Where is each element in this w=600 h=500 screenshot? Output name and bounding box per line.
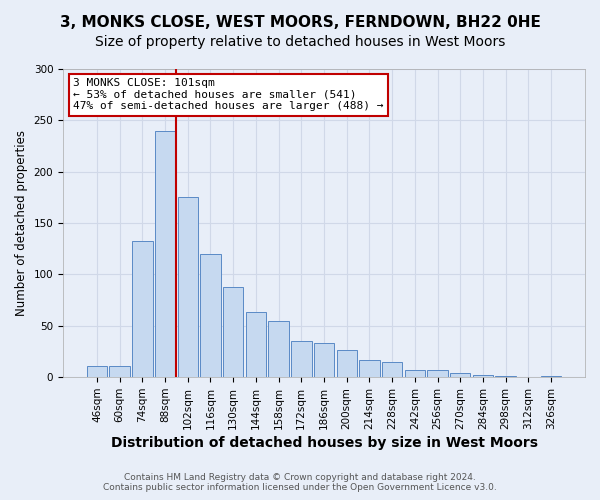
Bar [541, 376, 561, 377]
Text: 3, MONKS CLOSE, WEST MOORS, FERNDOWN, BH22 0HE: 3, MONKS CLOSE, WEST MOORS, FERNDOWN, BH… [59, 15, 541, 30]
Bar [109, 366, 130, 377]
Text: 3 MONKS CLOSE: 101sqm
← 53% of detached houses are smaller (541)
47% of semi-det: 3 MONKS CLOSE: 101sqm ← 53% of detached … [73, 78, 384, 112]
Bar [473, 375, 493, 377]
Bar [359, 360, 380, 377]
Bar [404, 370, 425, 377]
Y-axis label: Number of detached properties: Number of detached properties [15, 130, 28, 316]
Bar [223, 287, 244, 377]
Bar [200, 254, 221, 377]
Bar [382, 362, 403, 377]
Bar [155, 130, 175, 377]
Bar [337, 350, 357, 377]
Bar [314, 344, 334, 377]
Bar [132, 240, 152, 377]
Text: Contains HM Land Registry data © Crown copyright and database right 2024.
Contai: Contains HM Land Registry data © Crown c… [103, 473, 497, 492]
Bar [291, 342, 311, 377]
X-axis label: Distribution of detached houses by size in West Moors: Distribution of detached houses by size … [110, 436, 538, 450]
Bar [245, 312, 266, 377]
Bar [87, 366, 107, 377]
Text: Size of property relative to detached houses in West Moors: Size of property relative to detached ho… [95, 35, 505, 49]
Bar [496, 376, 516, 377]
Bar [178, 198, 198, 377]
Bar [268, 320, 289, 377]
Bar [427, 370, 448, 377]
Bar [450, 373, 470, 377]
